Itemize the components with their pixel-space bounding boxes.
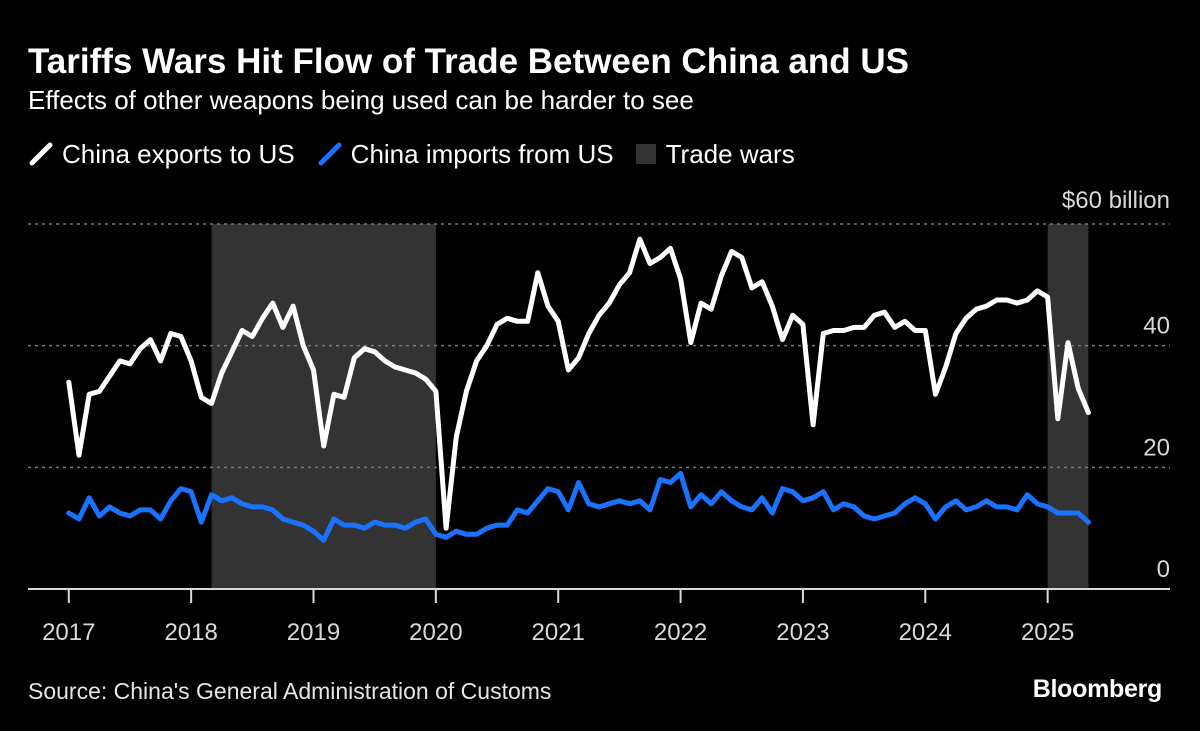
legend-item-imports: China imports from US [317, 139, 614, 170]
legend: China exports to US China imports from U… [28, 138, 817, 170]
x-tick-label-4: 2021 [532, 619, 585, 646]
exports-line-swatch-icon [29, 142, 53, 166]
source-note: Source: China's General Administration o… [28, 678, 552, 704]
trade-war-shade-0 [211, 224, 436, 589]
legend-label-trade-wars: Trade wars [665, 138, 795, 169]
chart-subtitle: Effects of other weapons being used can … [28, 85, 694, 115]
legend-label-exports: China exports to US [62, 138, 295, 169]
x-tick-label-2: 2019 [287, 619, 340, 646]
y-tick-label-2: 40 [1143, 313, 1170, 340]
legend-label-imports: China imports from US [350, 138, 614, 169]
x-tick-label-6: 2023 [776, 619, 829, 646]
x-tick-label-3: 2020 [409, 619, 462, 646]
bloomberg-logo: Bloomberg [1032, 675, 1163, 703]
trade-wars-swatch-icon [635, 144, 656, 164]
x-tick-label-7: 2024 [899, 619, 952, 646]
y-tick-label-3: $60 billion [1062, 187, 1170, 214]
legend-item-exports: China exports to US [28, 139, 295, 170]
y-tick-label-1: 20 [1143, 434, 1170, 461]
imports-line-swatch-icon [318, 142, 342, 166]
trade-war-shade-1 [1047, 224, 1089, 589]
exports-line [66, 236, 1091, 531]
x-tick-label-1: 2018 [164, 619, 217, 646]
x-tick-label-8: 2025 [1021, 619, 1074, 646]
legend-item-trade-wars: Trade wars [635, 138, 795, 170]
y-tick-label-0: 0 [1157, 556, 1170, 583]
x-tick-label-5: 2022 [654, 619, 707, 646]
x-tick-label-0: 2017 [42, 619, 95, 646]
chart-title: Tariffs Wars Hit Flow of Trade Between C… [28, 42, 909, 81]
imports-line [66, 470, 1091, 543]
